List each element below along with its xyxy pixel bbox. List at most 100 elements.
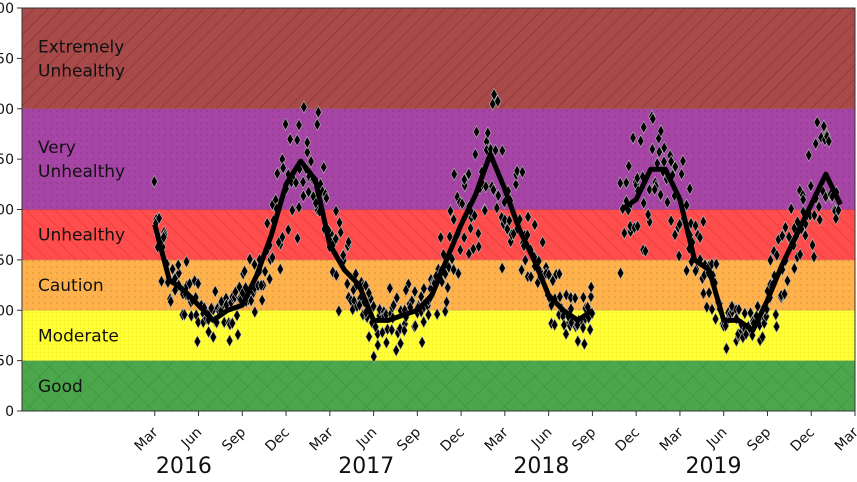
scatter-point — [813, 115, 821, 129]
scatter-point — [699, 215, 707, 229]
scatter-point — [465, 167, 473, 181]
scatter-point — [382, 336, 391, 350]
scatter-point — [369, 299, 378, 313]
scatter-point — [370, 349, 378, 364]
x-month-label: Dec — [437, 425, 467, 455]
x-month-label: Mar — [832, 424, 857, 454]
scatter-point — [691, 264, 700, 278]
scatter-point — [471, 208, 479, 223]
scatter-point — [579, 290, 588, 304]
scatter-point — [489, 183, 498, 197]
x-month-label: Sep — [394, 424, 424, 454]
scatter-point — [801, 228, 810, 243]
scatter-point — [640, 120, 648, 134]
scatter-point — [240, 264, 249, 278]
scatter-point — [299, 175, 307, 189]
scatter-point — [657, 124, 665, 138]
scatter-point — [633, 171, 641, 185]
scatter-point — [586, 322, 594, 337]
trend-line-segment-2 — [620, 166, 843, 333]
scatter-point — [211, 284, 219, 299]
scatter-point — [663, 195, 672, 209]
scatter-point — [266, 272, 274, 286]
scatter-point — [424, 308, 433, 322]
scatter-point — [433, 307, 441, 321]
scatter-point — [337, 225, 345, 239]
scatter-point — [174, 258, 182, 272]
scatter-point — [258, 293, 266, 307]
scatter-point — [339, 248, 347, 262]
scatter-point — [444, 280, 452, 295]
scatter-point — [640, 196, 648, 210]
scatter-point — [466, 221, 475, 236]
scatter-point — [371, 320, 380, 334]
scatter-point — [555, 267, 563, 281]
band-hatch-good — [22, 360, 855, 411]
scatter-point — [295, 118, 303, 132]
scatter-point — [551, 318, 559, 332]
x-month-label: Sep — [219, 424, 249, 454]
x-month-label: Jun — [703, 425, 730, 452]
scatter-point — [708, 302, 716, 316]
scatter-point — [263, 216, 271, 231]
scatter-point — [155, 211, 163, 225]
scatter-point — [494, 188, 502, 203]
scatter-point — [273, 166, 281, 181]
scatter-point — [746, 306, 755, 320]
scatter-point — [471, 147, 479, 161]
band-hatch-unhealthy — [22, 209, 855, 260]
band-hatch-very-unhealthy — [22, 108, 855, 210]
scatter-point — [465, 247, 473, 261]
scatter-point — [491, 143, 500, 158]
scatter-point — [682, 264, 691, 278]
scatter-point — [728, 299, 736, 313]
scatter-point — [293, 133, 301, 147]
scatter-point — [616, 176, 624, 190]
scatter-point — [190, 274, 199, 288]
scatter-point — [286, 132, 294, 146]
scatter-point — [518, 165, 527, 179]
scatter-point — [667, 214, 675, 228]
scatter-point — [343, 277, 351, 291]
scatter-point — [411, 319, 419, 333]
scatter-point — [686, 182, 694, 196]
scatter-point — [460, 231, 468, 245]
band-label-very-unhealthy: Very — [38, 138, 76, 158]
scatter-point — [562, 288, 570, 302]
scatter-point — [493, 201, 501, 215]
y-tick-label: 250 — [0, 152, 14, 168]
scatter-point — [182, 254, 191, 269]
scatter-point — [344, 235, 353, 249]
scatter-point — [393, 291, 401, 305]
y-tick-label: 100 — [0, 303, 14, 319]
scatter-point — [450, 167, 458, 181]
scatter-point — [400, 323, 408, 338]
trend-line-segment-1 — [152, 151, 594, 323]
scatter-point — [276, 262, 284, 276]
scatter-point — [699, 286, 708, 301]
scatter-point — [386, 281, 394, 295]
x-year-label: 2019 — [685, 454, 741, 479]
scatter-point — [648, 142, 656, 156]
scatter-point — [332, 232, 340, 246]
scatter-point — [225, 334, 234, 348]
scatter-point — [579, 321, 587, 335]
scatter-point — [677, 167, 686, 181]
scatter-point — [475, 239, 483, 254]
scatter-point — [651, 182, 659, 197]
x-month-label: Dec — [613, 425, 643, 455]
scatter-point — [307, 154, 315, 168]
scatter-point — [766, 253, 775, 267]
scatter-point — [622, 176, 630, 190]
scatter-point — [580, 337, 589, 351]
scatter-point — [441, 304, 449, 319]
scatter-point — [303, 135, 311, 150]
scatter-point — [458, 197, 466, 211]
band-label-moderate: Moderate — [38, 326, 119, 346]
y-tick-label: 150 — [0, 253, 14, 269]
scatter-point — [193, 334, 202, 349]
scatter-point — [268, 250, 277, 265]
scatter-point — [556, 290, 564, 304]
y-tick-label: 50 — [0, 354, 14, 370]
